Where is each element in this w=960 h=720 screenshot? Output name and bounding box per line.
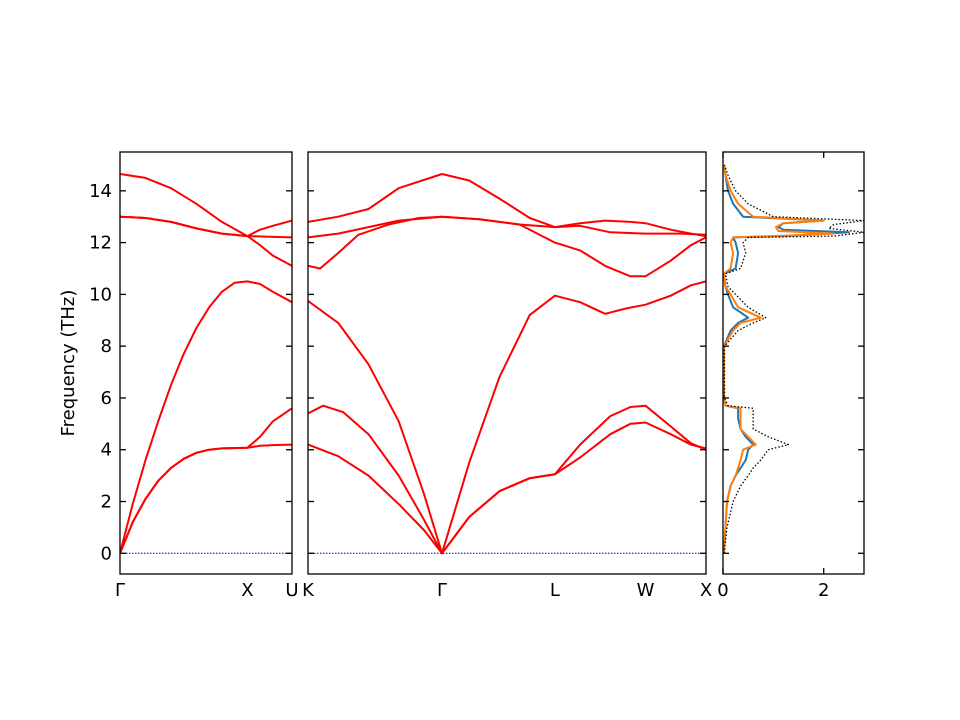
band-structure-panel-gamma-x-u: 0 2 4 6 8 10 12 14 Γ X U [89, 151, 299, 601]
plot-frame [722, 151, 865, 575]
phonon-branch-3 [120, 215, 292, 238]
phonon-branch-2 [308, 280, 706, 555]
x-tick-label: Γ [115, 580, 125, 601]
y-axis-label: Frequency (THz) [58, 290, 79, 437]
phonon-branch-1 [308, 404, 706, 555]
y-tick-label: 14 [89, 181, 112, 202]
phonon-branch-1 [120, 407, 292, 554]
phonon-branch-5 [308, 173, 706, 238]
phonon-branch-3 [308, 215, 706, 278]
plot-frame [307, 151, 707, 575]
y-tick-label: 4 [101, 440, 112, 461]
phonon-branch-2 [120, 280, 292, 554]
x-tick-label: Γ [437, 580, 447, 601]
x-tick-label: 2 [818, 580, 829, 601]
plot-area [120, 173, 292, 554]
x-tick-label: K [302, 580, 315, 601]
dos-curve-1 [723, 164, 835, 554]
x-tick-label: 0 [717, 580, 728, 601]
y-tick-label: 10 [89, 284, 112, 305]
x-tick-label: X [241, 580, 253, 601]
plot-frame [119, 151, 293, 575]
plot-area [723, 164, 864, 554]
y-tick-label: 6 [101, 388, 112, 409]
x-tick-label: U [285, 580, 298, 601]
x-tick-label: W [637, 580, 655, 601]
x-tick-label: L [550, 580, 560, 601]
plot-area [308, 173, 706, 555]
x-tick-label: X [700, 580, 712, 601]
y-tick-label: 0 [101, 543, 112, 564]
y-tick-label: 2 [101, 492, 112, 513]
y-tick-label: 12 [89, 233, 112, 254]
phonon-branch-4 [120, 215, 292, 239]
phonon-branch-5 [120, 173, 292, 267]
dos-curve-2 [723, 164, 864, 554]
phonon-branch-4 [308, 215, 706, 239]
y-tick-label: 8 [101, 336, 112, 357]
